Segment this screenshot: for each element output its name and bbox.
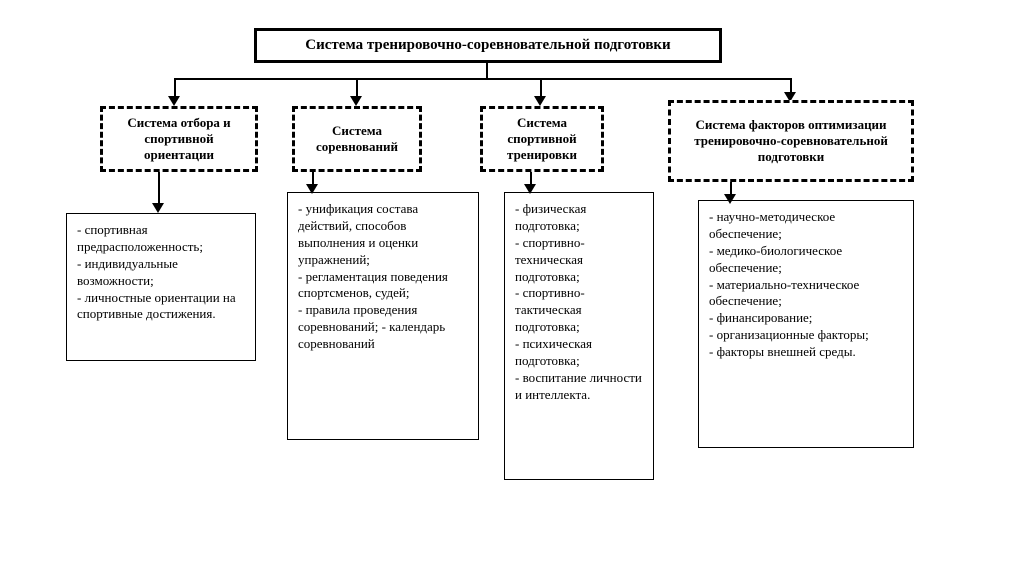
branch-detail-1: - унификация состава действий, способов … [287,192,479,440]
branch-detail-0: - спортивная предрасположенность;- индив… [66,213,256,361]
branch-header-2: Система спортивной тренировки [480,106,604,172]
branch-header-0: Система отбора и спортивной ориентации [100,106,258,172]
branch-header-3: Система факторов оптимизации тренировочн… [668,100,914,182]
root-node: Система тренировочно-соревновательной по… [254,28,722,63]
branch-header-1: Система соревнований [292,106,422,172]
branch-detail-2: - физическая подготовка;- спортивно-техн… [504,192,654,480]
branch-detail-3: - научно-методическое обеспечение;- меди… [698,200,914,448]
